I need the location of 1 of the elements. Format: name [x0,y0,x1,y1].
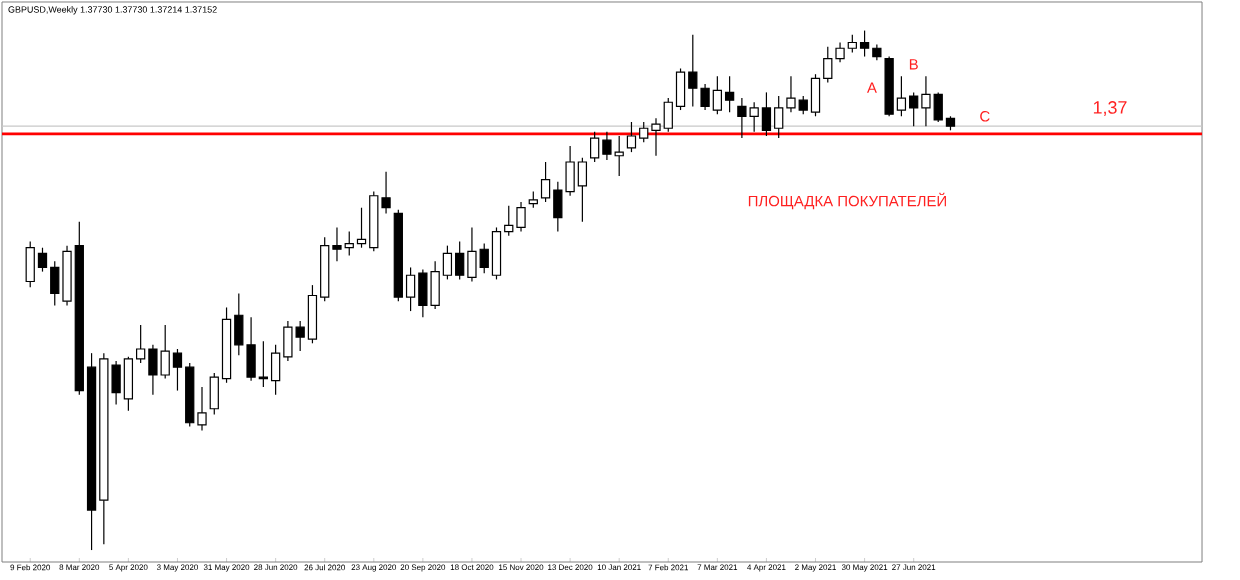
text: 1,37 [1093,101,1127,116]
